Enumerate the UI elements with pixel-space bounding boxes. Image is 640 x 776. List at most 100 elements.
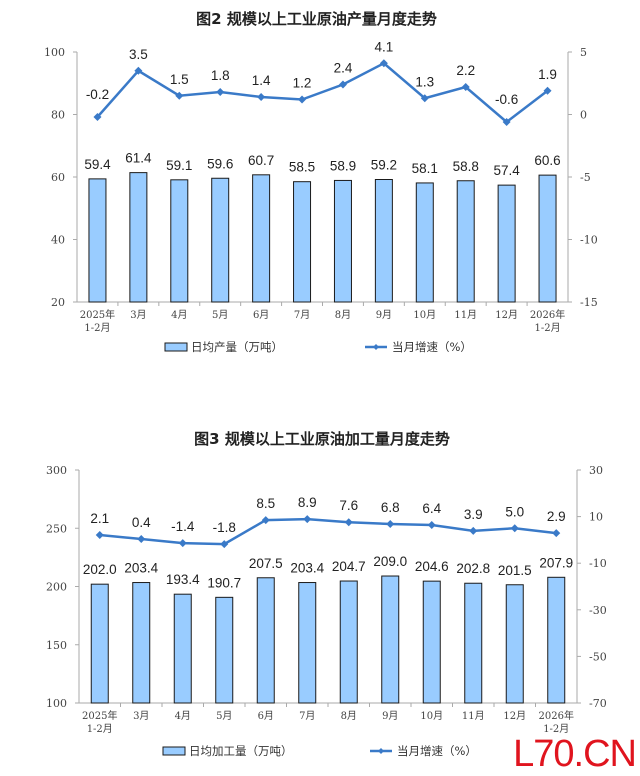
line-point-marker: [261, 516, 270, 525]
bar-value-label: 203.4: [124, 561, 158, 576]
line-point-marker: [379, 59, 388, 68]
left-tick-label: 100: [46, 697, 67, 710]
bar-value-label: 61.4: [125, 151, 152, 166]
chart-title: 图3 规模以上工业原油加工量月度走势: [194, 430, 450, 448]
line-point-marker: [502, 118, 511, 126]
x-category-label: 5月: [212, 309, 228, 321]
bar-value-label: 190.7: [207, 575, 241, 590]
bar: [333, 179, 352, 303]
x-category-label: 9月: [382, 710, 398, 722]
line-value-label: 8.5: [256, 496, 275, 511]
x-category-label: 8月: [335, 309, 351, 321]
line-point-marker: [178, 539, 187, 548]
x-category-label: 1-2月: [87, 723, 113, 735]
line-value-label: 1.9: [538, 67, 557, 82]
x-category-label: 6月: [258, 710, 274, 722]
left-tick-label: 200: [46, 581, 67, 594]
x-category-label: 8月: [341, 710, 357, 722]
line-value-label: 2.2: [456, 63, 475, 78]
line-point-marker: [338, 80, 347, 89]
x-category-label: 2025年: [82, 709, 117, 722]
bar: [215, 596, 234, 704]
bar: [464, 582, 483, 704]
chart-crude-oil-production: 图2 规模以上工业原油产量月度走势 20 40 60 80 100 -15 -10 -5 0 5 20…: [44, 10, 598, 354]
legend-bar-label: 日均产量（万吨）: [191, 340, 283, 354]
right-tick-label: -15: [580, 296, 598, 309]
line-point-marker: [543, 86, 552, 95]
left-tick-label: 100: [44, 46, 65, 59]
right-tick-label: 30: [589, 464, 603, 477]
bar: [422, 580, 441, 704]
right-tick-label: -70: [589, 697, 607, 710]
x-category-label: 10月: [413, 309, 436, 321]
bar: [293, 181, 312, 303]
legend-line-marker: [378, 748, 384, 754]
right-tick-label: 0: [580, 109, 587, 122]
line-point-marker: [298, 95, 307, 104]
watermark-logo: L70.CN: [513, 733, 637, 775]
x-category-label: 7月: [294, 309, 310, 321]
line-point-marker: [344, 518, 353, 527]
line-value-label: -0.6: [495, 92, 518, 107]
line-point-marker: [220, 540, 229, 549]
x-category-label: 3月: [133, 710, 149, 722]
line-point-marker: [257, 93, 266, 101]
line-value-label: 1.2: [293, 76, 312, 91]
line-value-label: 2.1: [90, 511, 109, 526]
line-value-label: 1.8: [211, 68, 230, 83]
bar: [256, 577, 275, 704]
right-tick-label: -10: [580, 234, 598, 247]
line-value-label: 6.8: [381, 500, 400, 515]
bar-value-label: 59.1: [166, 158, 192, 173]
right-tick-label: 10: [589, 511, 603, 524]
line-point-marker: [420, 94, 429, 103]
bar-value-label: 58.8: [453, 159, 479, 174]
line-value-label: 7.6: [339, 498, 358, 513]
line-value-label: 3.9: [464, 507, 483, 522]
x-category-label: 4月: [175, 710, 191, 722]
bar-value-label: 58.5: [289, 160, 315, 175]
line-point-marker: [95, 531, 104, 540]
bar-value-label: 60.6: [534, 153, 560, 168]
line-point-marker: [461, 83, 470, 91]
bar-value-label: 58.1: [412, 161, 438, 176]
x-category-label: 4月: [171, 309, 187, 321]
line-value-label: 2.9: [547, 509, 566, 524]
right-tick-label: -30: [589, 604, 607, 617]
line-point-marker: [93, 113, 102, 121]
left-tick-label: 250: [46, 522, 67, 535]
line-value-label: 1.4: [252, 73, 271, 88]
legend-bar-label: 日均加工量（万吨）: [189, 744, 293, 758]
x-category-label: 11月: [454, 309, 477, 321]
line-value-label: -1.4: [171, 519, 195, 534]
line-point-marker: [552, 529, 561, 538]
bar: [90, 583, 109, 704]
bar: [505, 584, 524, 704]
line-point-marker: [510, 524, 519, 533]
x-category-label: 12月: [495, 309, 518, 321]
line-point-marker: [134, 66, 143, 75]
line-point-marker: [427, 520, 436, 529]
bar: [374, 179, 393, 303]
bar-value-label: 209.0: [373, 554, 407, 569]
bar: [211, 177, 230, 303]
bar: [170, 179, 189, 303]
line-value-label: 4.1: [374, 39, 393, 54]
x-category-label: 1-2月: [543, 723, 569, 735]
x-category-label: 10月: [420, 710, 443, 722]
line-value-label: 0.4: [132, 515, 151, 530]
right-tick-label: 5: [580, 46, 587, 59]
legend-line-label: 当月增速（%）: [392, 340, 472, 354]
bar-value-label: 59.2: [371, 158, 397, 173]
bar: [88, 178, 107, 303]
bar-value-label: 204.6: [415, 559, 449, 574]
line-value-label: -1.8: [213, 520, 236, 535]
growth-line: [99, 517, 557, 546]
x-category-label: 1-2月: [534, 322, 560, 334]
line-point-marker: [386, 520, 395, 529]
bar-value-label: 59.4: [84, 157, 111, 172]
legend-bar-swatch: [162, 746, 186, 756]
bar: [298, 582, 317, 704]
bar-value-label: 57.4: [493, 163, 520, 178]
